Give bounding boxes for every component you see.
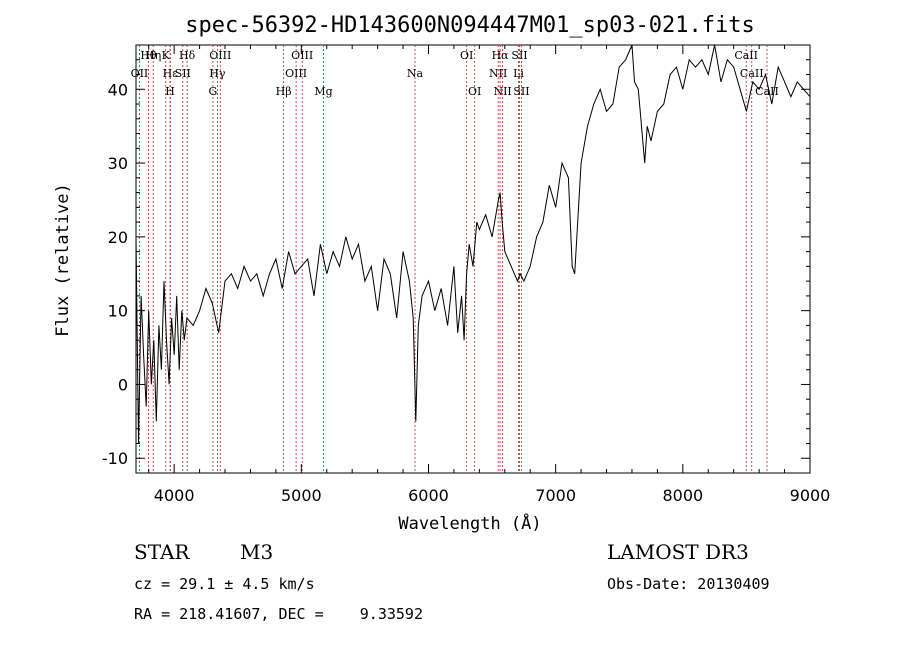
line-marker-label: NII xyxy=(489,67,507,80)
observation-date: Obs-Date: 20130409 xyxy=(607,575,770,593)
line-marker-label: OI xyxy=(460,49,473,62)
x-axis-label: Wavelength (Å) xyxy=(398,512,541,534)
x-tick-label: 4000 xyxy=(154,486,195,505)
line-marker-label: OIII xyxy=(285,67,307,80)
line-marker-label: K xyxy=(162,49,171,62)
plot-frame xyxy=(135,44,811,474)
x-tick-label: 9000 xyxy=(790,486,831,505)
y-tick-label: 20 xyxy=(108,228,128,247)
line-marker-label: Hδ xyxy=(179,49,196,62)
x-tick-label: 7000 xyxy=(535,486,576,505)
line-marker-label: SII xyxy=(511,49,527,62)
line-marker-label: SII xyxy=(175,67,191,80)
line-marker-label: OIII xyxy=(209,49,231,62)
line-marker-label: Mg xyxy=(314,85,332,98)
line-marker-label: SII xyxy=(513,85,529,98)
line-marker-label: CaII xyxy=(734,49,758,62)
line-marker-label: Hγ xyxy=(209,67,226,80)
y-tick-label: -10 xyxy=(102,449,128,468)
emission-line-markers xyxy=(139,45,768,473)
info-panel: STAR M3 LAMOST DR3 cz = 29.1 ± 4.5 km/s … xyxy=(134,540,770,623)
y-tick-label: 30 xyxy=(108,154,128,173)
line-marker-label: Hε xyxy=(163,67,179,80)
line-marker-label: Na xyxy=(407,67,424,80)
line-marker-label: OIII xyxy=(291,49,313,62)
axis-tick-labels: 4000 5000 6000 7000 8000 9000 -10 0 10 20 30 40 xyxy=(102,80,831,505)
object-subclass: M3 xyxy=(240,540,273,564)
line-marker-label: Hβ xyxy=(276,85,292,98)
line-marker-label: Hθ xyxy=(140,49,157,62)
line-marker-label: G xyxy=(209,85,218,98)
survey-name: LAMOST DR3 xyxy=(607,540,749,564)
y-axis-label: Flux (relative) xyxy=(53,183,73,337)
axis-ticks xyxy=(136,45,811,473)
y-tick-label: 10 xyxy=(108,302,128,321)
line-marker-label: CaII xyxy=(755,85,779,98)
x-tick-label: 6000 xyxy=(408,486,449,505)
line-marker-label: Hη xyxy=(145,49,161,62)
redshift-cz: cz = 29.1 ± 4.5 km/s xyxy=(134,575,315,593)
line-marker-label: OI xyxy=(468,85,481,98)
line-marker-label: OII xyxy=(131,67,149,80)
line-marker-label: CaII xyxy=(740,67,764,80)
x-tick-label: 8000 xyxy=(662,486,703,505)
line-marker-label: H xyxy=(165,85,175,98)
line-marker-label: Hα xyxy=(492,49,510,62)
y-tick-label: 0 xyxy=(118,375,128,394)
chart-title: spec-56392-HD143600N094447M01_sp03-021.f… xyxy=(185,13,755,38)
object-class: STAR xyxy=(134,540,190,564)
y-tick-label: 40 xyxy=(108,80,128,99)
x-tick-label: 5000 xyxy=(281,486,322,505)
ra-dec: RA = 218.41607, DEC = 9.33592 xyxy=(134,605,423,623)
spectrum-line xyxy=(135,44,811,444)
line-marker-label: NII xyxy=(493,85,511,98)
line-marker-label: Li xyxy=(513,67,524,80)
